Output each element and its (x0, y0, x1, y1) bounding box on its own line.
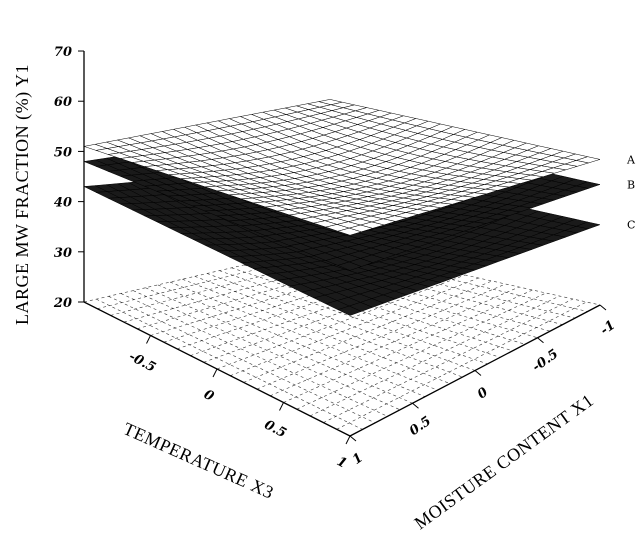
y-tick-mark (349, 435, 357, 442)
x-tick-label: 0 (201, 387, 216, 404)
y-tick-label: -1 (598, 318, 618, 339)
z-axis-label: LARGE MW FRACTION (%) Y1 (12, 64, 33, 325)
base-grid-line (305, 250, 576, 319)
surface-cell (575, 181, 601, 189)
base-grid-line (280, 256, 551, 332)
surface-label-A: A (626, 153, 636, 166)
base-grid-line (96, 298, 363, 430)
x-tick-mark (345, 435, 351, 445)
surface-cell (575, 156, 601, 164)
base-grid-line (317, 247, 588, 312)
y-tick-label: 0 (475, 385, 491, 402)
x-tick-label: 0.5 (262, 417, 289, 441)
base-grid-line (108, 296, 376, 424)
y-tick-label: 1 (350, 450, 366, 467)
y-tick-label: 0.5 (407, 414, 434, 439)
base-grid-line (133, 290, 401, 411)
base-grid-line (256, 283, 506, 390)
y-axis-label: MOISTURE CONTENT X1 (411, 390, 598, 533)
base-grid-line (293, 253, 563, 325)
surface-label-B: B (627, 179, 635, 192)
z-tick-label: 50 (54, 145, 72, 160)
base-grid-line (296, 292, 547, 410)
z-tick-label: 20 (53, 296, 72, 311)
surface-cell (575, 221, 601, 230)
x-tick-mark (146, 335, 151, 344)
z-tick-label: 40 (54, 196, 72, 211)
base-grid-line (323, 298, 574, 423)
z-tick-label: 70 (54, 45, 72, 60)
base-grid-line (309, 295, 560, 417)
y-tick-mark (537, 337, 544, 344)
y-tick-mark (474, 370, 482, 376)
x-tick-label: 1 (334, 454, 349, 471)
x-tick-mark (279, 402, 284, 411)
base-grid-line (203, 271, 452, 363)
x-tick-mark (212, 368, 218, 378)
base-grid-line (283, 289, 533, 403)
base-grid-line (336, 301, 587, 430)
base-grid-line (216, 274, 466, 370)
surface-label-C: C (627, 219, 635, 232)
x-tick-label: -0.5 (126, 349, 158, 375)
x-axis-label: TEMPERATURE X3 (120, 418, 277, 502)
base-grid-line (256, 261, 526, 345)
base-grid-line (219, 270, 488, 365)
y-tick-mark (599, 304, 607, 311)
y-tick-mark (412, 402, 419, 409)
base-grid-line (268, 258, 538, 339)
base-grid-line (243, 280, 493, 383)
base-grid-line (231, 267, 501, 358)
surfaces: C BA (83, 99, 636, 316)
base-grid-line (150, 259, 398, 336)
base-grid-line (137, 256, 385, 330)
y-tick-label: -0.5 (530, 347, 562, 375)
base-grid-line (120, 293, 388, 417)
base-grid-line (230, 277, 479, 376)
base-grid-line (329, 244, 601, 306)
base-grid-line (243, 264, 513, 352)
z-tick-label: 30 (54, 246, 72, 261)
surface-A (83, 99, 601, 236)
z-tick-label: 60 (54, 95, 72, 110)
